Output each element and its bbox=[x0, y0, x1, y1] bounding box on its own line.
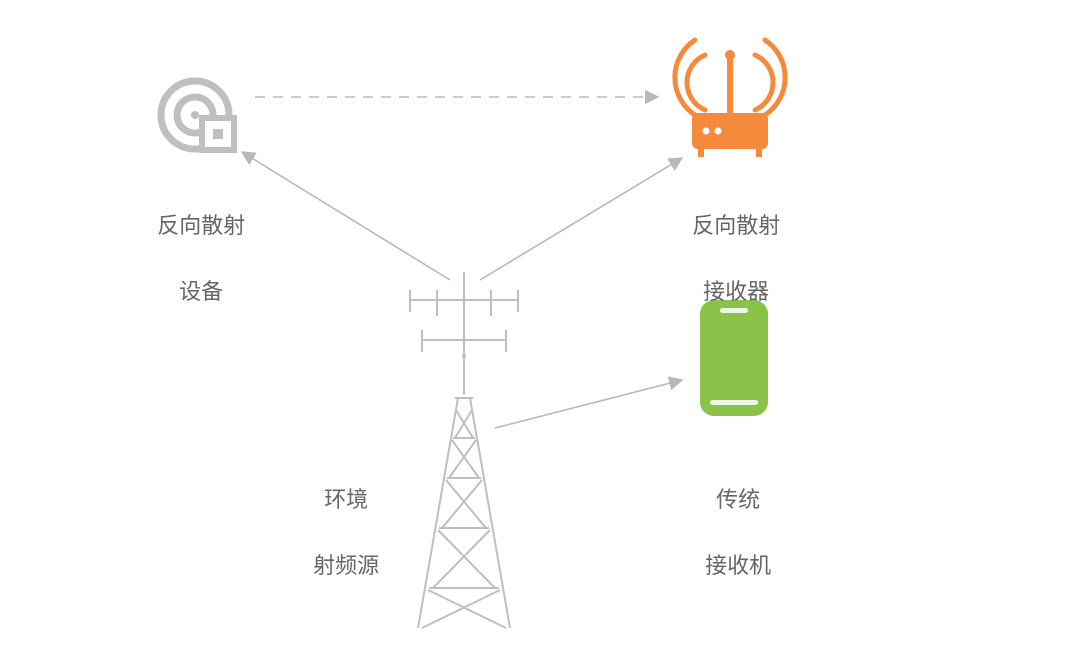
legacy-receiver-icon bbox=[700, 300, 768, 416]
edges-group bbox=[242, 97, 682, 428]
edge-rf_source-backscatter_receiver bbox=[480, 158, 682, 280]
br-label-l2: 接收器 bbox=[703, 279, 769, 304]
backscatter-device-icon bbox=[161, 81, 234, 150]
bd-label-l1: 反向散射 bbox=[157, 213, 245, 238]
bd-label-l2: 设备 bbox=[179, 279, 223, 304]
backscatter-receiver-label: 反向散射 接收器 bbox=[680, 176, 780, 308]
rf-label-l2: 射频源 bbox=[313, 553, 379, 578]
backscatter-receiver-icon bbox=[675, 40, 785, 157]
br-label-l1: 反向散射 bbox=[692, 213, 780, 238]
rf-source-tower-icon bbox=[410, 272, 518, 628]
legacy-receiver-label: 传统 接收机 bbox=[692, 450, 772, 582]
edge-rf_source-legacy_receiver bbox=[495, 380, 682, 428]
backscatter-device-label: 反向散射 设备 bbox=[145, 176, 245, 308]
lr-label-l1: 传统 bbox=[716, 487, 760, 512]
rf-source-label: 环境 射频源 bbox=[300, 450, 380, 582]
edge-rf_source-backscatter_device bbox=[242, 152, 450, 280]
lr-label-l2: 接收机 bbox=[705, 553, 771, 578]
diagram-canvas bbox=[0, 0, 1080, 660]
rf-label-l1: 环境 bbox=[324, 487, 368, 512]
